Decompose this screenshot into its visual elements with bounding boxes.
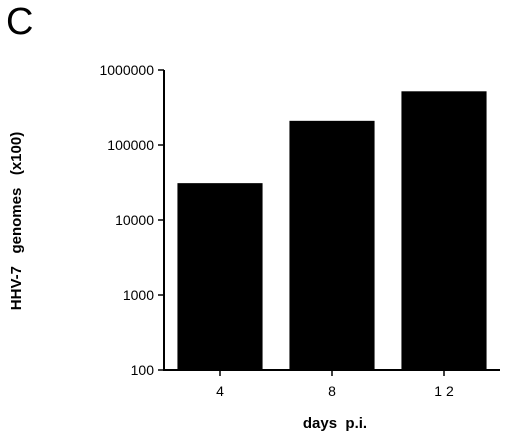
y-tick-label: 1000000	[99, 62, 154, 78]
bar	[177, 183, 263, 370]
y-tick-label: 100	[131, 362, 155, 378]
y-tick-label: 100000	[107, 137, 154, 153]
y-ticks: 100 1000 10000 100000 1000000	[99, 62, 164, 378]
x-tick-label: 8	[328, 383, 336, 399]
x-tick-label: 1 2	[434, 383, 454, 399]
bars	[177, 91, 487, 371]
panel-label: C	[6, 1, 33, 43]
y-tick-label: 1000	[123, 287, 154, 303]
y-tick-label: 10000	[115, 212, 154, 228]
bar	[401, 91, 487, 371]
x-axis-title: days p.i.	[303, 415, 367, 432]
bar	[289, 120, 375, 370]
x-tick-label: 4	[216, 383, 224, 399]
y-axis-title: HHV-7 genomes (x100)	[8, 132, 25, 310]
x-ticks: 4 8 1 2	[216, 370, 454, 399]
